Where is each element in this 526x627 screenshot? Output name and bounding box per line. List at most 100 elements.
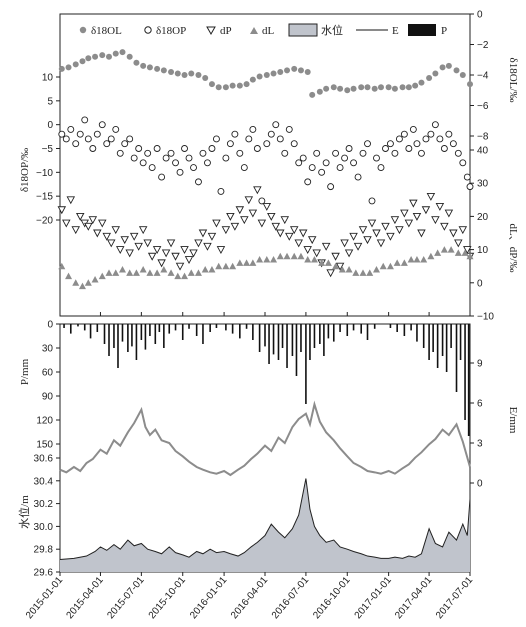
point-dp (102, 232, 112, 241)
point-dp (431, 216, 440, 225)
point-18op (103, 140, 111, 148)
point-dp (340, 239, 349, 248)
point-18ol (412, 82, 419, 89)
point-18op (350, 159, 358, 167)
point-dp (376, 239, 386, 248)
point-18ol (256, 73, 263, 80)
point-dp (66, 196, 76, 205)
point-18ol (208, 81, 215, 88)
precipitation-bar (168, 324, 171, 334)
date-tick-label: 2016-01-01 (188, 575, 230, 622)
d-excess-axis-label: dL、dP/‰ (507, 224, 519, 273)
precipitation-bar (140, 324, 143, 340)
point-18ol (72, 61, 79, 68)
point-18op (409, 125, 417, 133)
d18op-axis-tick-label: −10 (36, 168, 53, 179)
point-dp (312, 249, 321, 258)
point-dl (359, 269, 367, 276)
evaporation-line (59, 400, 471, 477)
precipitation-bar (436, 324, 439, 368)
point-18ol (284, 67, 291, 74)
precipitation-bar (428, 324, 430, 360)
point-dp (171, 252, 180, 261)
point-dl (338, 266, 346, 273)
point-dp (253, 186, 262, 195)
precipitation-bar (441, 324, 444, 356)
point-dp (463, 246, 472, 255)
point-18op (144, 149, 152, 157)
point-18op (162, 154, 170, 162)
point-18op (431, 121, 439, 129)
point-18ol (133, 59, 140, 66)
point-dp (180, 246, 189, 255)
point-dl (72, 279, 80, 286)
point-dp (421, 206, 431, 215)
precipitation-bar (352, 324, 355, 331)
legend: δ18OL δ18OP dP dL 水位 E P (79, 23, 447, 37)
precipitation-bar (158, 324, 161, 332)
point-dl (345, 266, 353, 273)
point-dp (257, 219, 267, 228)
point-18ol (92, 53, 99, 60)
point-dp (75, 212, 85, 221)
precipitation-bar (416, 324, 418, 342)
point-dp (166, 239, 176, 248)
point-dl (318, 259, 326, 266)
d18op-axis-label: δ18OP/‰ (19, 148, 31, 192)
precipitation-bar (89, 324, 92, 339)
point-dl (167, 269, 175, 276)
point-dl (118, 266, 126, 273)
precipitation-bar (264, 324, 266, 347)
point-dp (321, 242, 331, 251)
precipitation-bar (96, 324, 99, 332)
precipitation-bar (252, 324, 254, 340)
point-18ol (358, 84, 365, 91)
point-dl (434, 249, 442, 256)
precipitation-bar (422, 324, 425, 348)
point-dp (93, 229, 102, 238)
precipitation-bar (327, 324, 330, 339)
point-dp (326, 269, 335, 278)
d-excess-axis-tick-label: −10 (477, 312, 494, 323)
point-dp (285, 232, 294, 241)
point-dl (132, 269, 140, 276)
precipitation-bar (108, 324, 110, 356)
evaporation-axis-tick-label: 0 (477, 479, 483, 490)
point-18op (116, 149, 124, 157)
point-18op (449, 140, 457, 148)
point-dl (146, 269, 154, 276)
point-18op (67, 125, 75, 133)
water-level-axis-tick-label: 29.6 (34, 568, 54, 579)
point-18op (139, 159, 147, 167)
precipitation-bar (77, 324, 79, 327)
point-dp (221, 226, 231, 235)
precipitation-axis-tick-label: 90 (42, 392, 54, 403)
point-dl (222, 262, 230, 270)
evaporation-axis-tick-label: 6 (477, 399, 483, 410)
point-18op (253, 145, 261, 152)
point-dp (271, 222, 281, 231)
point-18op (332, 149, 340, 157)
legend-d18op-marker (144, 26, 152, 34)
precipitation-bar (309, 324, 311, 360)
point-18op (153, 145, 161, 152)
point-dp (444, 209, 454, 218)
hydrology-panel: 0 30 60 90 120 150 0 3 6 9 29.6 29.8 30.0 30.2 30.4 3… (17, 312, 519, 621)
point-18ol (119, 49, 126, 56)
date-tick-label: 2015-01-01 (24, 575, 66, 622)
d-excess-axis-tick-label: 30 (477, 179, 489, 190)
precipitation-axis-tick-label: 150 (36, 440, 53, 451)
point-dl (174, 272, 182, 280)
point-18ol (236, 82, 243, 89)
point-dl (91, 275, 99, 283)
point-dp (372, 229, 381, 238)
point-18ol (304, 68, 311, 75)
point-dp (294, 239, 303, 248)
precipitation-bar (83, 324, 86, 331)
precipitation-bar (403, 324, 406, 336)
water-level-axis-label: 水位/m (17, 495, 31, 529)
point-18ol (391, 85, 398, 92)
point-18ol (330, 84, 337, 91)
point-18op (258, 197, 266, 205)
point-dp (303, 246, 312, 255)
